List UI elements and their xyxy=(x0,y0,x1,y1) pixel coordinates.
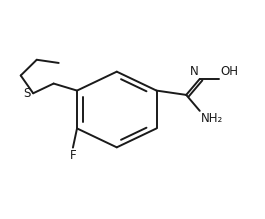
Text: F: F xyxy=(70,149,76,162)
Text: N: N xyxy=(190,65,198,78)
Text: S: S xyxy=(24,87,31,100)
Text: OH: OH xyxy=(221,65,239,78)
Text: NH₂: NH₂ xyxy=(201,112,223,125)
